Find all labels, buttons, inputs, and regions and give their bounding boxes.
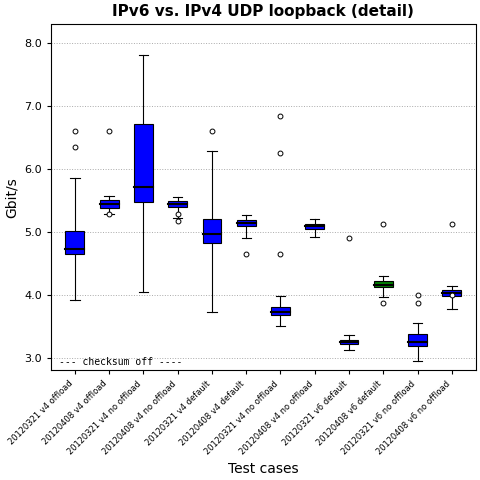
Bar [168,201,187,207]
Bar [134,124,153,203]
Text: --- checksum off ----: --- checksum off ---- [60,357,183,367]
Bar [65,231,84,254]
Bar [305,224,324,229]
Bar [203,219,221,243]
Bar [100,201,119,208]
Bar [237,220,256,226]
Bar [443,290,461,296]
Bar [374,281,393,287]
Bar [408,334,427,346]
Bar [271,307,290,315]
Y-axis label: Gbit/s: Gbit/s [4,177,19,218]
Title: IPv6 vs. IPv4 UDP loopback (detail): IPv6 vs. IPv4 UDP loopback (detail) [112,4,414,19]
X-axis label: Test cases: Test cases [228,462,299,476]
Bar [340,340,359,344]
